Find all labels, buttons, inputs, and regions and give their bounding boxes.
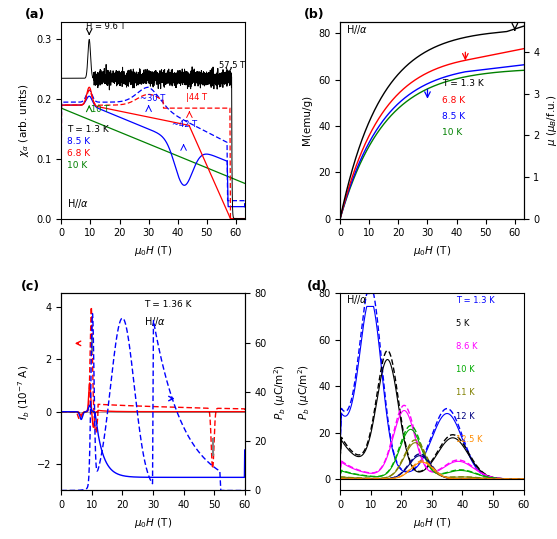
Text: 12.5 K: 12.5 K [456,435,483,444]
Text: 10 K: 10 K [456,365,475,374]
Text: 8.5 K: 8.5 K [67,137,90,146]
Text: (c): (c) [21,280,40,293]
Text: H//$\alpha$: H//$\alpha$ [346,23,368,36]
Text: T = 1.36 K: T = 1.36 K [144,300,191,309]
X-axis label: $\mu_0H$ (T): $\mu_0H$ (T) [134,516,172,530]
Text: ~30 T: ~30 T [140,94,165,103]
Text: 6.8 K: 6.8 K [67,149,90,158]
Text: 8.6 K: 8.6 K [456,342,478,351]
Text: (d): (d) [307,280,328,293]
Y-axis label: $\chi_\alpha$ (arb. units): $\chi_\alpha$ (arb. units) [17,84,31,157]
Y-axis label: $I_b$ (10$^{-7}$ A): $I_b$ (10$^{-7}$ A) [16,364,32,419]
Text: 11 K: 11 K [456,389,475,397]
Text: (a): (a) [25,8,45,20]
Text: 8.5 K: 8.5 K [442,112,465,121]
Text: 10 T: 10 T [91,105,109,114]
X-axis label: $\mu_0H$ (T): $\mu_0H$ (T) [413,516,451,530]
Text: T = 1.3 K: T = 1.3 K [456,296,495,305]
Text: T = 1.3 K: T = 1.3 K [67,125,109,134]
X-axis label: $\mu_0H$ (T): $\mu_0H$ (T) [134,244,172,258]
Text: ~42 T: ~42 T [172,120,197,129]
Text: 6.8 K: 6.8 K [442,96,465,105]
Text: H//$\alpha$: H//$\alpha$ [67,197,89,210]
Y-axis label: $\mu$ ($\mu_B$/f.u.): $\mu$ ($\mu_B$/f.u.) [545,94,557,146]
Text: (b): (b) [304,8,324,20]
Text: H = 9.6 T: H = 9.6 T [86,22,125,31]
Text: H//$\alpha$: H//$\alpha$ [144,315,166,328]
X-axis label: $\mu_0H$ (T): $\mu_0H$ (T) [413,244,451,258]
Text: 10 K: 10 K [442,128,462,137]
Y-axis label: $P_b$ ($\mu$C/m$^2$): $P_b$ ($\mu$C/m$^2$) [272,364,288,420]
Text: T = 1.3 K: T = 1.3 K [442,79,484,88]
Y-axis label: $P_b$ ($\mu$C/m$^2$): $P_b$ ($\mu$C/m$^2$) [297,364,312,420]
Y-axis label: M(emu/g): M(emu/g) [302,95,312,145]
Text: 10 K: 10 K [67,161,87,170]
Text: H//$\alpha$: H//$\alpha$ [346,293,368,306]
Text: |44 T: |44 T [187,93,208,102]
Text: 57.5 T: 57.5 T [218,61,245,70]
Text: 12 K: 12 K [456,412,475,420]
Text: 5 K: 5 K [456,319,470,328]
